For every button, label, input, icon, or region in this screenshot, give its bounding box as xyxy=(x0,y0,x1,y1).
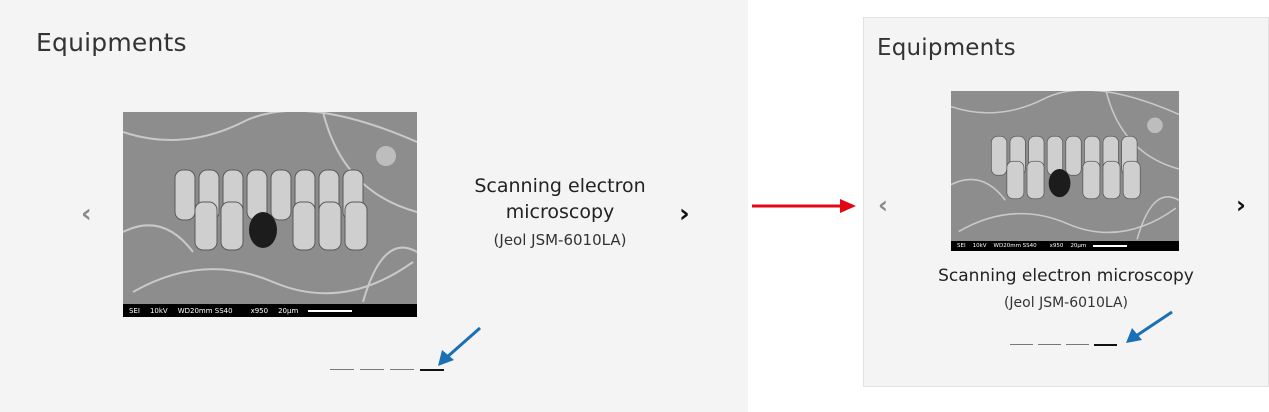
chevron-left-icon[interactable]: ‹ xyxy=(878,191,888,219)
sem-wd: WD20mm SS40 xyxy=(993,243,1037,249)
carousel-before: Equipments ‹ xyxy=(0,0,748,412)
sem-kv: 10kV xyxy=(149,306,168,315)
sem-mode: SEI xyxy=(957,243,966,249)
indicator-3[interactable] xyxy=(390,369,414,370)
sem-image: SEI 10kV WD20mm SS40 x950 20μm xyxy=(123,112,417,317)
sem-mode: SEI xyxy=(129,306,140,315)
scale-bar xyxy=(308,309,353,312)
caption-model: (Jeol JSM-6010LA) xyxy=(493,231,627,249)
sem-mag: x950 xyxy=(1049,243,1064,249)
indicator-2[interactable] xyxy=(360,369,384,370)
caption-title: Scanning electron microscopy xyxy=(460,173,660,225)
caption-title: Scanning electron microscopy xyxy=(938,266,1194,286)
section-title: Equipments xyxy=(36,28,187,57)
sem-wd: WD20mm SS40 xyxy=(177,306,233,315)
indicator-2[interactable] xyxy=(1038,344,1061,345)
annotation-arrow-right xyxy=(1126,310,1173,343)
sem-info-bar: SEI 10kV WD20mm SS40 x950 20μm xyxy=(123,304,417,317)
sem-kv: 10kV xyxy=(972,243,987,249)
sem-scale: 20μm xyxy=(278,306,299,315)
indicator-4[interactable] xyxy=(420,369,444,371)
caption-model: (Jeol JSM-6010LA) xyxy=(1003,295,1129,311)
indicator-4[interactable] xyxy=(1094,344,1117,346)
chevron-right-icon[interactable]: › xyxy=(1236,191,1246,219)
chevron-right-icon[interactable]: › xyxy=(679,199,690,229)
sem-info-bar: SEI 10kV WD20mm SS40 x950 20μm xyxy=(951,241,1179,251)
sem-mag: x950 xyxy=(250,306,269,315)
carousel-indicators xyxy=(330,369,444,371)
section-title: Equipments xyxy=(877,35,1016,61)
carousel-indicators xyxy=(1010,344,1117,346)
transition-arrow xyxy=(752,199,856,213)
indicator-3[interactable] xyxy=(1066,344,1089,345)
carousel-after: Equipments ‹ xyxy=(863,17,1269,387)
sem-scale: 20μm xyxy=(1070,243,1087,249)
indicator-1[interactable] xyxy=(1010,344,1033,345)
chevron-left-icon[interactable]: ‹ xyxy=(81,199,92,229)
sem-image: SEI 10kV WD20mm SS40 x950 20μm xyxy=(951,91,1179,251)
caption-title-line1: Scanning electron xyxy=(474,175,646,197)
caption-title-line2: microscopy xyxy=(505,201,615,223)
indicator-1[interactable] xyxy=(330,369,354,370)
annotation-arrow-left xyxy=(438,326,481,366)
scale-bar xyxy=(1093,245,1128,247)
